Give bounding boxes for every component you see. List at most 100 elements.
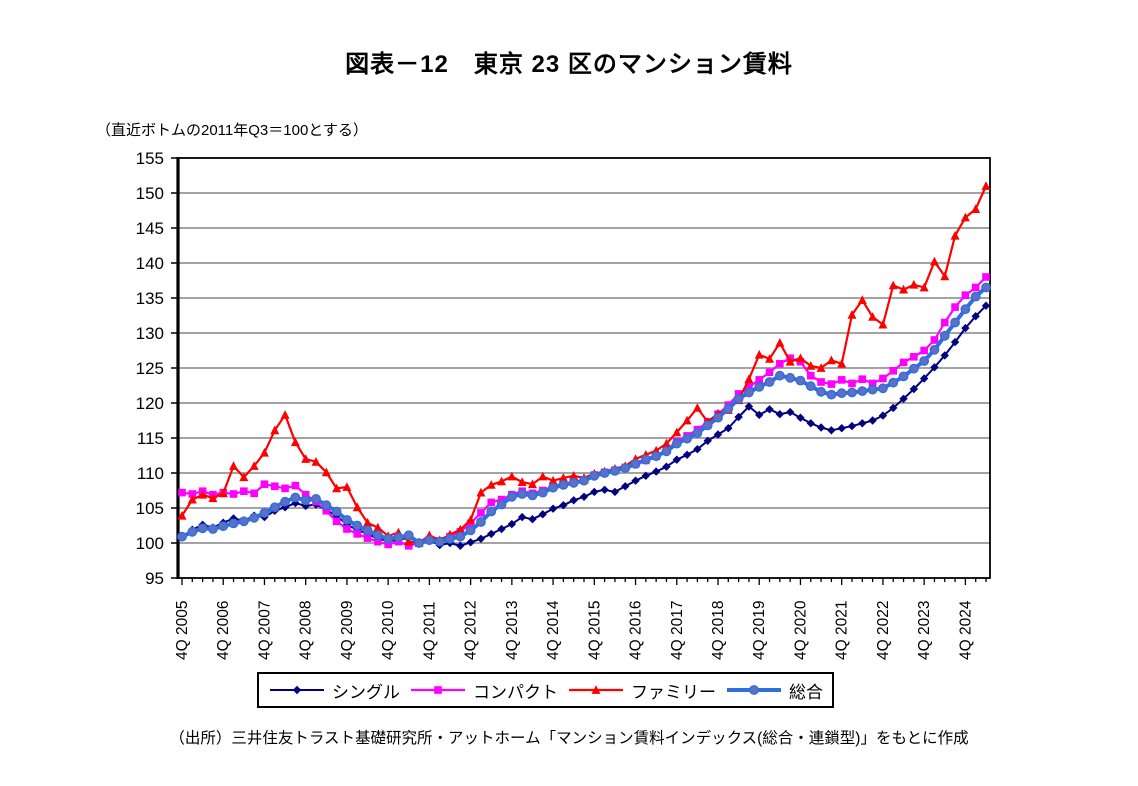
single-marker-icon [837, 424, 846, 433]
family-marker-icon [558, 473, 568, 482]
x-tick-label: 4Q 2009 [339, 601, 356, 660]
composite-marker-icon [795, 375, 806, 386]
composite-marker-icon [383, 533, 394, 544]
composite-marker-icon [970, 291, 981, 302]
composite-marker-icon [878, 383, 888, 394]
family-marker-icon [950, 230, 960, 240]
composite-marker-icon [300, 495, 311, 506]
composite-marker-icon [713, 412, 723, 423]
single-marker-icon [827, 426, 836, 435]
family-marker-icon [342, 482, 352, 491]
composite-marker-icon [733, 393, 744, 404]
composite-marker-icon [682, 433, 692, 444]
compact-marker-icon [982, 273, 990, 281]
x-tick-label: 4Q 2012 [463, 601, 480, 660]
composite-marker-icon [692, 428, 703, 438]
composite-marker-icon [311, 493, 321, 504]
single-marker-icon [517, 512, 527, 522]
family-marker-icon [692, 403, 702, 412]
compact-marker-icon [951, 303, 959, 311]
composite-marker-icon [238, 516, 249, 527]
single-marker-icon [796, 413, 805, 422]
single-marker-icon [703, 436, 712, 445]
composite-marker-icon [187, 526, 198, 537]
compact-marker-icon [879, 374, 887, 383]
composite-marker-icon [867, 384, 878, 395]
family-marker-icon [785, 356, 795, 366]
chart-title: 図表－12 東京 23 区のマンション賃料 [345, 51, 793, 78]
composite-marker-icon [749, 685, 759, 695]
single-marker-icon [631, 476, 640, 485]
single-marker-icon [765, 405, 774, 414]
single-marker-icon [682, 450, 692, 459]
family-marker-icon [857, 295, 867, 304]
y-tick-label: 110 [137, 464, 164, 483]
family-marker-icon [301, 454, 311, 463]
composite-marker-icon [548, 482, 558, 493]
family-marker-icon [290, 437, 300, 447]
composite-marker-icon [445, 533, 455, 544]
compact-marker-icon [270, 482, 279, 491]
compact-marker-icon [776, 360, 784, 368]
compact-marker-icon [260, 480, 269, 488]
composite-marker-icon [331, 506, 342, 517]
composite-marker-icon [723, 403, 734, 414]
family-marker-icon [466, 515, 476, 524]
family-marker-icon [868, 312, 878, 321]
composite-marker-icon [527, 490, 538, 501]
single-marker-icon [621, 482, 630, 491]
single-marker-icon [981, 301, 991, 310]
single-marker-icon [950, 337, 960, 347]
series-single [177, 301, 991, 550]
y-tick-label: 135 [136, 289, 164, 308]
family-marker-icon [672, 427, 682, 437]
composite-marker-icon [908, 363, 919, 374]
compact-marker-icon [301, 490, 310, 499]
single-marker-icon [961, 323, 970, 333]
x-tick-label: 4Q 2005 [174, 601, 191, 660]
composite-marker-icon [939, 330, 950, 341]
family-marker-icon [929, 256, 939, 266]
composite-marker-icon [754, 381, 765, 392]
family-marker-icon [847, 310, 857, 319]
composite-marker-icon [640, 454, 651, 465]
family-marker-icon [229, 461, 239, 470]
compact-marker-icon [487, 498, 496, 507]
family-marker-icon [249, 461, 259, 470]
composite-marker-icon [960, 304, 971, 315]
single-marker-icon [755, 410, 764, 420]
family-marker-icon [373, 522, 383, 532]
composite-marker-icon [280, 496, 290, 507]
composite-marker-icon [249, 512, 260, 523]
composite-marker-icon [218, 521, 229, 532]
single-marker-icon [693, 445, 702, 454]
composite-marker-icon [702, 420, 713, 431]
legend-label-composite: 総合 [789, 682, 823, 702]
series-composite [177, 282, 991, 548]
compact-marker-icon [178, 488, 186, 497]
composite-marker-icon [651, 451, 662, 462]
family-marker-icon [527, 479, 537, 489]
x-tick-label: 4Q 2015 [586, 601, 603, 660]
composite-marker-icon [424, 535, 435, 546]
y-tick-label: 155 [136, 149, 164, 168]
family-marker-icon [661, 438, 671, 448]
compact-marker-icon [971, 283, 980, 292]
x-tick-label: 4Q 2006 [215, 601, 232, 660]
single-marker-icon [878, 411, 888, 420]
composite-marker-icon [898, 371, 909, 382]
single-marker-icon [889, 403, 898, 413]
composite-marker-icon [290, 492, 301, 503]
x-tick-label: 4Q 2011 [421, 602, 438, 660]
y-tick-label: 150 [136, 184, 164, 203]
single-marker-icon [487, 529, 496, 539]
compact-marker-icon [848, 379, 856, 388]
family-marker-icon [404, 536, 414, 546]
family-marker-icon [177, 510, 187, 520]
composite-marker-icon [630, 458, 641, 469]
single-marker-icon [538, 510, 547, 519]
family-marker-icon [765, 354, 775, 363]
composite-marker-icon [517, 489, 528, 499]
composite-marker-icon [321, 500, 332, 511]
